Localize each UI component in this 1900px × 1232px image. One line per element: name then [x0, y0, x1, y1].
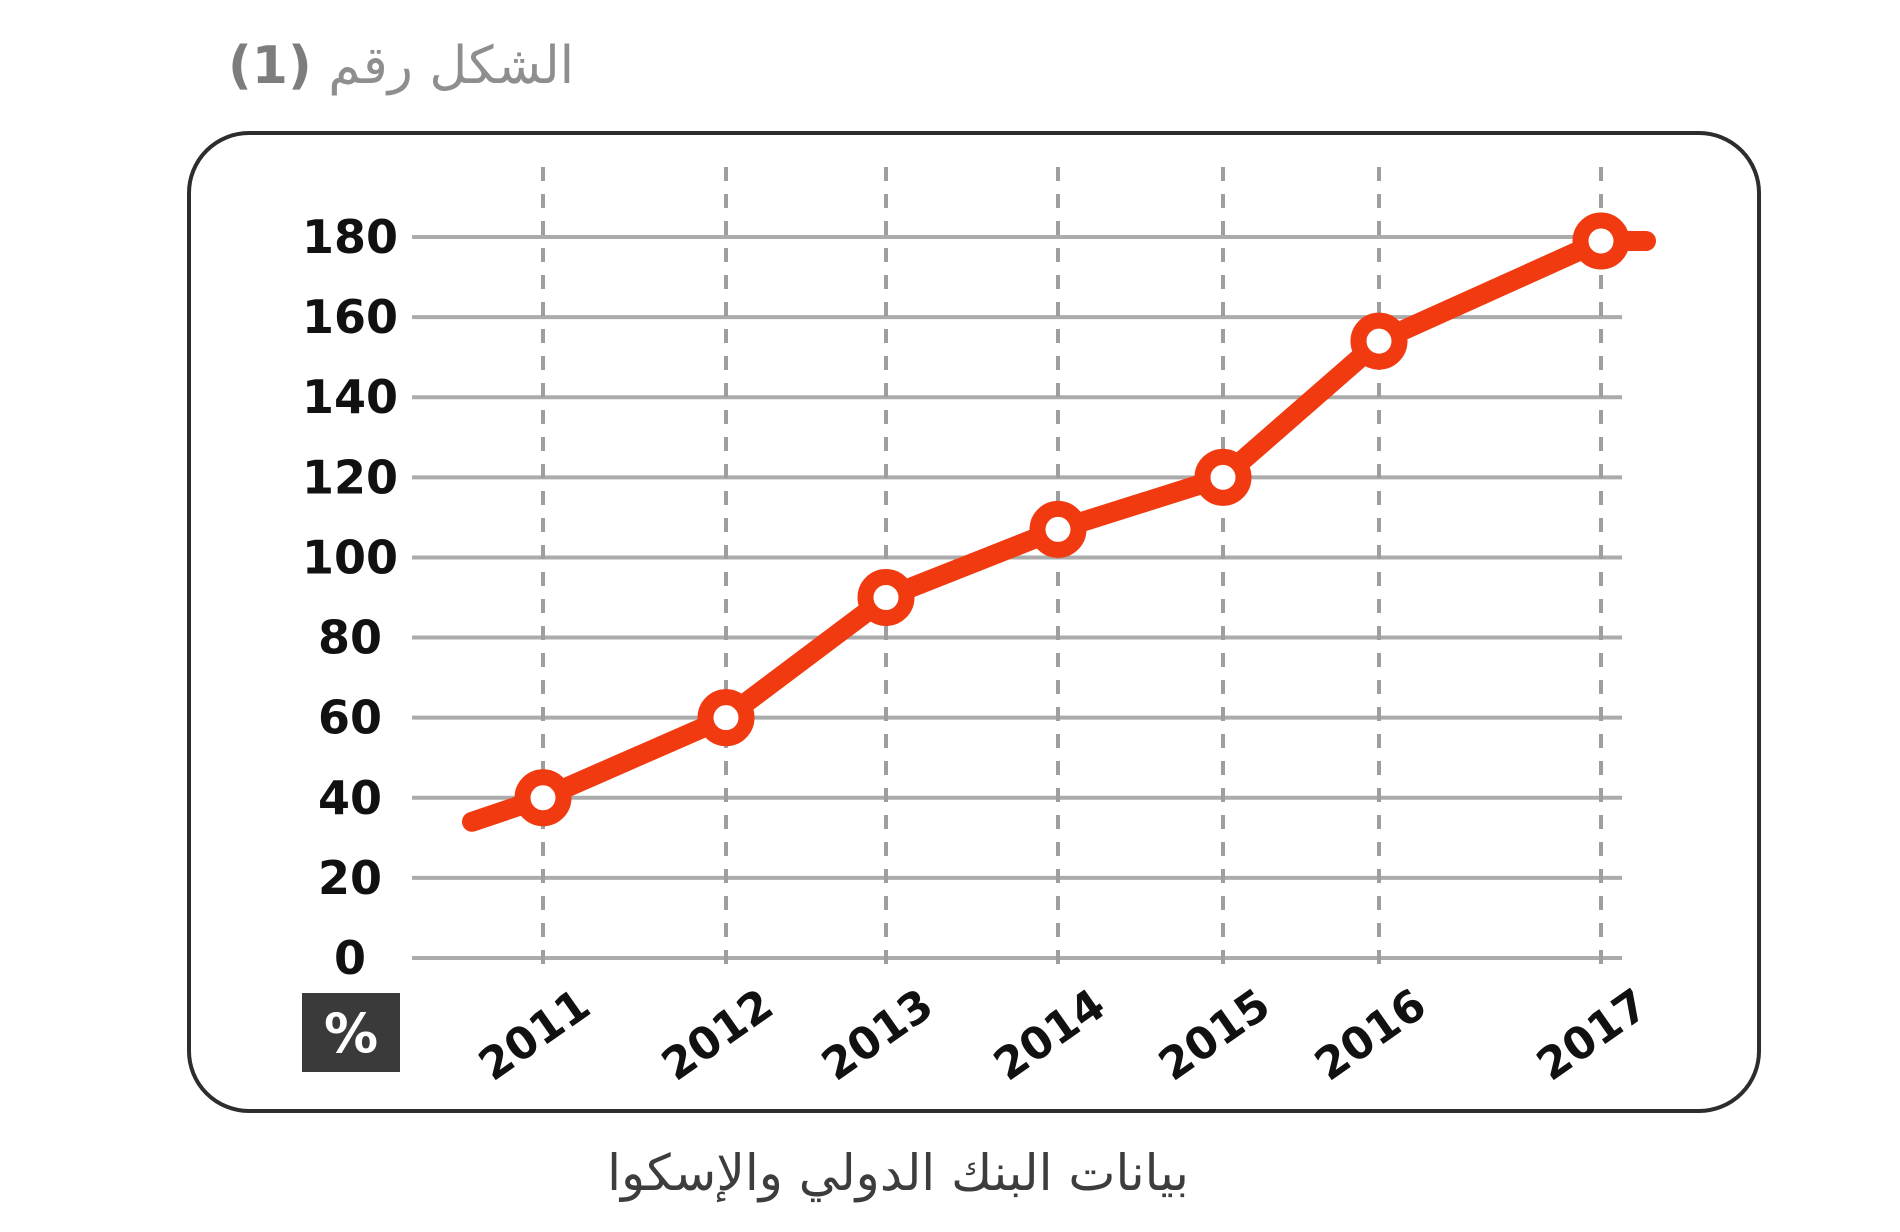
figure-title: الشكل رقم (1): [228, 28, 574, 104]
data-point-marker: [857, 569, 915, 626]
data-point-marker: [1350, 312, 1408, 370]
y-tick-label: 120: [302, 450, 398, 504]
y-tick-label: 140: [302, 370, 398, 424]
y-tick-label: 60: [318, 691, 382, 745]
figure-title-number: (1): [228, 36, 312, 96]
y-tick-label: 80: [318, 611, 382, 665]
data-point-marker: [1572, 212, 1630, 270]
x-tick-label: 2017: [1528, 979, 1658, 1091]
y-tick-label: 0: [334, 931, 366, 985]
data-point-marker: [514, 769, 572, 827]
percent-badge-label: %: [324, 1002, 378, 1065]
data-point-marker: [697, 689, 755, 747]
figure-title-label: الشكل رقم: [328, 36, 575, 96]
x-tick-label: 2015: [1150, 979, 1280, 1091]
y-tick-label: 20: [318, 851, 382, 905]
y-tick-label: 180: [302, 210, 398, 264]
x-tick-label: 2012: [653, 979, 783, 1091]
chart-source-caption: بيانات البنك الدولي والإسكوا: [607, 1144, 1189, 1202]
y-tick-label: 160: [302, 290, 398, 344]
data-point-marker: [1194, 448, 1252, 506]
y-tick-label: 100: [302, 530, 398, 584]
x-tick-label: 2016: [1306, 979, 1436, 1091]
percent-badge: [302, 993, 400, 1072]
x-tick-label: 2013: [813, 979, 943, 1091]
data-point-marker: [1029, 500, 1087, 558]
y-tick-label: 40: [318, 771, 382, 825]
x-tick-label: 2014: [985, 979, 1115, 1091]
x-tick-label: 2011: [470, 979, 600, 1091]
